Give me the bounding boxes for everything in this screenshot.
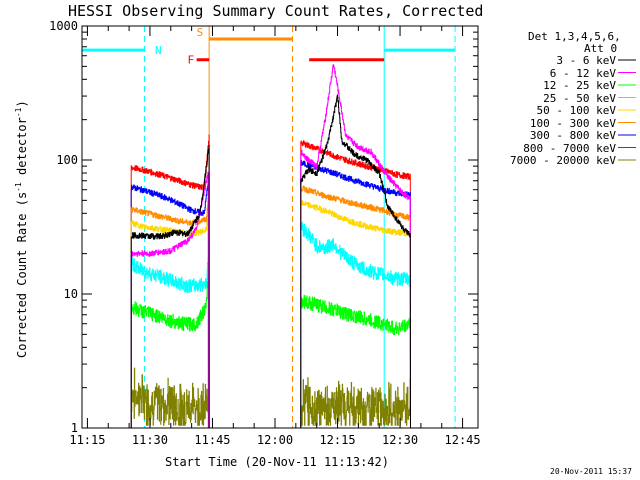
y-tick-label: 10 [64,287,78,301]
x-axis-label: Start Time (20-Nov-11 11:13:42) [165,455,389,469]
y-axis-label: Corrected Count Rate (s-1 detector-1) [14,100,29,358]
y-axis-label-mid: detector [15,117,29,183]
series-line [300,159,411,429]
legend-label: 12 - 25 keV [543,79,616,92]
series-line [300,94,411,429]
series-line [300,140,411,429]
series-line [130,134,210,428]
legend-label: 800 - 7000 keV [523,141,616,155]
series-line [130,206,210,428]
x-tick-label: 12:45 [445,433,481,447]
series-line [130,171,209,429]
flag-label: F [187,54,194,67]
series-line [300,64,411,429]
series-line [130,173,210,428]
x-tick-label: 12:00 [257,433,293,447]
x-tick-label: 12:30 [382,433,418,447]
legend-label: 3 - 6 keV [556,54,616,67]
legend-item: 300 - 800 keV [480,129,616,142]
x-tick-label: 11:30 [132,433,168,447]
legend-label: 25 - 50 keV [543,91,616,105]
legend-label: 7000 - 20000 keV [510,154,616,167]
y-axis-label-sup2: -1 [14,107,23,118]
legend-label: 6 - 12 keV [549,66,616,80]
plot-area: N S F [82,26,456,429]
y-axis-label-sup1: -1 [14,182,23,192]
x-tick-label: 12:15 [319,433,355,447]
series-line [300,294,411,429]
series-line [300,222,411,429]
y-tick-label: 1 [71,421,78,435]
legend-item: 100 - 300 keV [480,116,616,130]
x-tick-label: 11:45 [194,433,230,447]
legend-item: 12 - 25 keV [480,79,616,92]
y-axis-label-end: ) [15,100,29,108]
flag-label: S [197,26,204,39]
legend-item: 6 - 12 keV [480,66,616,80]
timestamp: 20-Nov-2011 15:37 [550,467,632,476]
legend-label: 300 - 800 keV [529,129,616,142]
y-axis-label-main: Corrected Count Rate (s [15,191,29,358]
legend-item: 25 - 50 keV [480,91,616,105]
x-tick-label: 11:15 [69,433,105,447]
flag-label: N [155,44,162,57]
legend-item: 800 - 7000 keV [480,141,616,155]
plot-axes: 1 10 100 1000 11:15 11:30 11:45 12:00 12:15 12:30… [49,19,636,447]
chart-title: HESSI Observing Summary Count Rates, Cor… [68,2,484,20]
series-line [130,254,210,428]
legend-item: 50 - 100 keV [480,104,616,117]
series-line [300,199,411,429]
series-line [130,145,210,428]
series-line [130,238,210,428]
plot-frame [81,25,479,429]
legend-label: 100 - 300 keV [529,116,616,130]
legend-item: 7000 - 20000 keV [480,154,616,167]
legend-label: 50 - 100 keV [536,104,616,117]
legend-item: 3 - 6 keV [480,54,616,67]
series-line [300,377,411,429]
legend-header-line1: Det 1,3,4,5,6, [528,30,621,43]
series-line [130,367,210,428]
legend-header-line2: Att 0 [584,42,618,55]
y-tick-label: 1000 [49,19,78,33]
y-tick-label: 100 [56,153,78,167]
